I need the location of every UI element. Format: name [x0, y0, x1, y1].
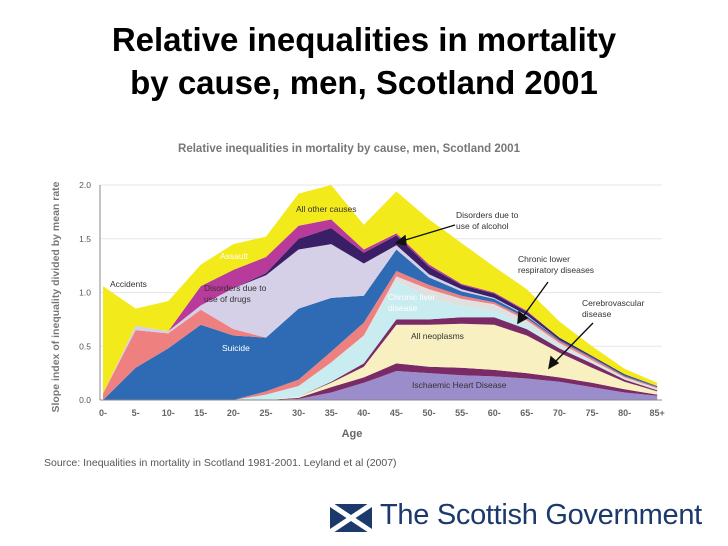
- y-tick-label: 0.0: [79, 395, 91, 405]
- slide-title-line-2: by cause, men, Scotland 2001: [130, 64, 598, 101]
- label-ihd: Ischaemic Heart Disease: [412, 380, 507, 390]
- x-tick-label: 55-: [455, 408, 468, 418]
- x-tick-label: 15-: [194, 408, 207, 418]
- x-axis-label: Age: [342, 428, 363, 440]
- y-axis-label: Slope index of inequality divided by mea…: [50, 181, 62, 412]
- chart-title: Relative inequalities in mortality by ca…: [178, 143, 521, 155]
- axes: [99, 185, 662, 401]
- area-ischaemic-heart-disease: [103, 371, 658, 400]
- label-accidents: Accidents: [110, 279, 147, 289]
- label-liver-line-1: Chronic liver: [388, 292, 435, 302]
- x-tick-label: 25-: [259, 408, 272, 418]
- x-tick-label: 65-: [520, 408, 533, 418]
- y-tick-label: 1.0: [79, 288, 91, 298]
- x-tick-label: 80-: [618, 408, 631, 418]
- slide-title: Relative inequalities in mortality by ca…: [0, 18, 728, 104]
- label-neoplasms: All neoplasms: [411, 331, 464, 341]
- x-tick-label: 50-: [422, 408, 435, 418]
- label-suicide: Suicide: [222, 343, 250, 353]
- x-tick-label: 70-: [553, 408, 566, 418]
- x-tick-label: 75-: [585, 408, 598, 418]
- label-assault: Assault: [220, 251, 249, 261]
- saltire-flag-icon: [330, 504, 372, 532]
- cerebro-arrow: [553, 322, 594, 364]
- label-respiratory-line-2: respiratory diseases: [518, 265, 594, 275]
- x-tick-label: 60-: [488, 408, 501, 418]
- x-tick-labels: 0- 5- 10- 15- 20- 25- 30- 35- 40- 45- 50- 55- 60- 65-…: [99, 408, 665, 418]
- y-tick-label: 0.5: [79, 341, 91, 351]
- y-tick-label: 2.0: [79, 180, 91, 190]
- y-tick-label: 1.5: [79, 234, 91, 244]
- area-accidents: [103, 249, 658, 400]
- alcohol-arrowhead: [394, 234, 407, 246]
- source-note: Source: Inequalities in mortality in Sco…: [44, 457, 397, 469]
- x-tick-label: 40-: [357, 408, 370, 418]
- annotation-labels: All other causes Disorders due to use of…: [110, 204, 645, 390]
- x-tick-label: 0-: [99, 408, 107, 418]
- area-all-other-causes: [103, 185, 658, 394]
- slide-title-line-1: Relative inequalities in mortality: [111, 21, 617, 58]
- area-band-6: [103, 271, 658, 400]
- x-tick-label: 45-: [390, 408, 403, 418]
- label-alcohol-line-1: Disorders due to: [456, 210, 519, 220]
- label-cerebro-line-1: Cerebrovascular: [582, 298, 645, 308]
- stacked-areas: [103, 185, 658, 400]
- area-chronic-liver-disease: [103, 280, 658, 400]
- respiratory-arrow: [521, 281, 549, 319]
- cerebro-arrowhead: [548, 355, 560, 370]
- alcohol-arrow: [401, 224, 456, 242]
- label-all-other-causes: All other causes: [296, 204, 356, 214]
- label-drugs-line-2: use of drugs: [204, 294, 251, 304]
- area-band-1: [103, 363, 658, 400]
- label-drugs-line-1: Disorders due to: [204, 283, 267, 293]
- area-suicide: [103, 249, 658, 400]
- area-all-neoplasms: [103, 323, 658, 400]
- x-tick-label: 10-: [162, 408, 175, 418]
- label-respiratory-line-1: Chronic lower: [518, 254, 570, 264]
- label-alcohol-line-2: use of alcohol: [456, 221, 509, 231]
- logo-text: The Scottish Government: [380, 499, 702, 531]
- x-tick-label: 20-: [227, 408, 240, 418]
- label-cerebro-line-2: disease: [582, 309, 612, 319]
- scottish-government-logo: The Scottish Government: [330, 499, 702, 536]
- x-tick-label: 5-: [132, 408, 140, 418]
- y-tick-labels: 0.0 0.5 1.0 1.5 2.0: [79, 180, 91, 405]
- annotation-arrows: [394, 224, 594, 370]
- x-tick-label: 30-: [292, 408, 305, 418]
- x-tick-label: 35-: [325, 408, 338, 418]
- x-tick-label: 85+: [650, 408, 665, 418]
- label-liver-line-2: disease: [388, 303, 418, 313]
- respiratory-arrowhead: [517, 310, 529, 325]
